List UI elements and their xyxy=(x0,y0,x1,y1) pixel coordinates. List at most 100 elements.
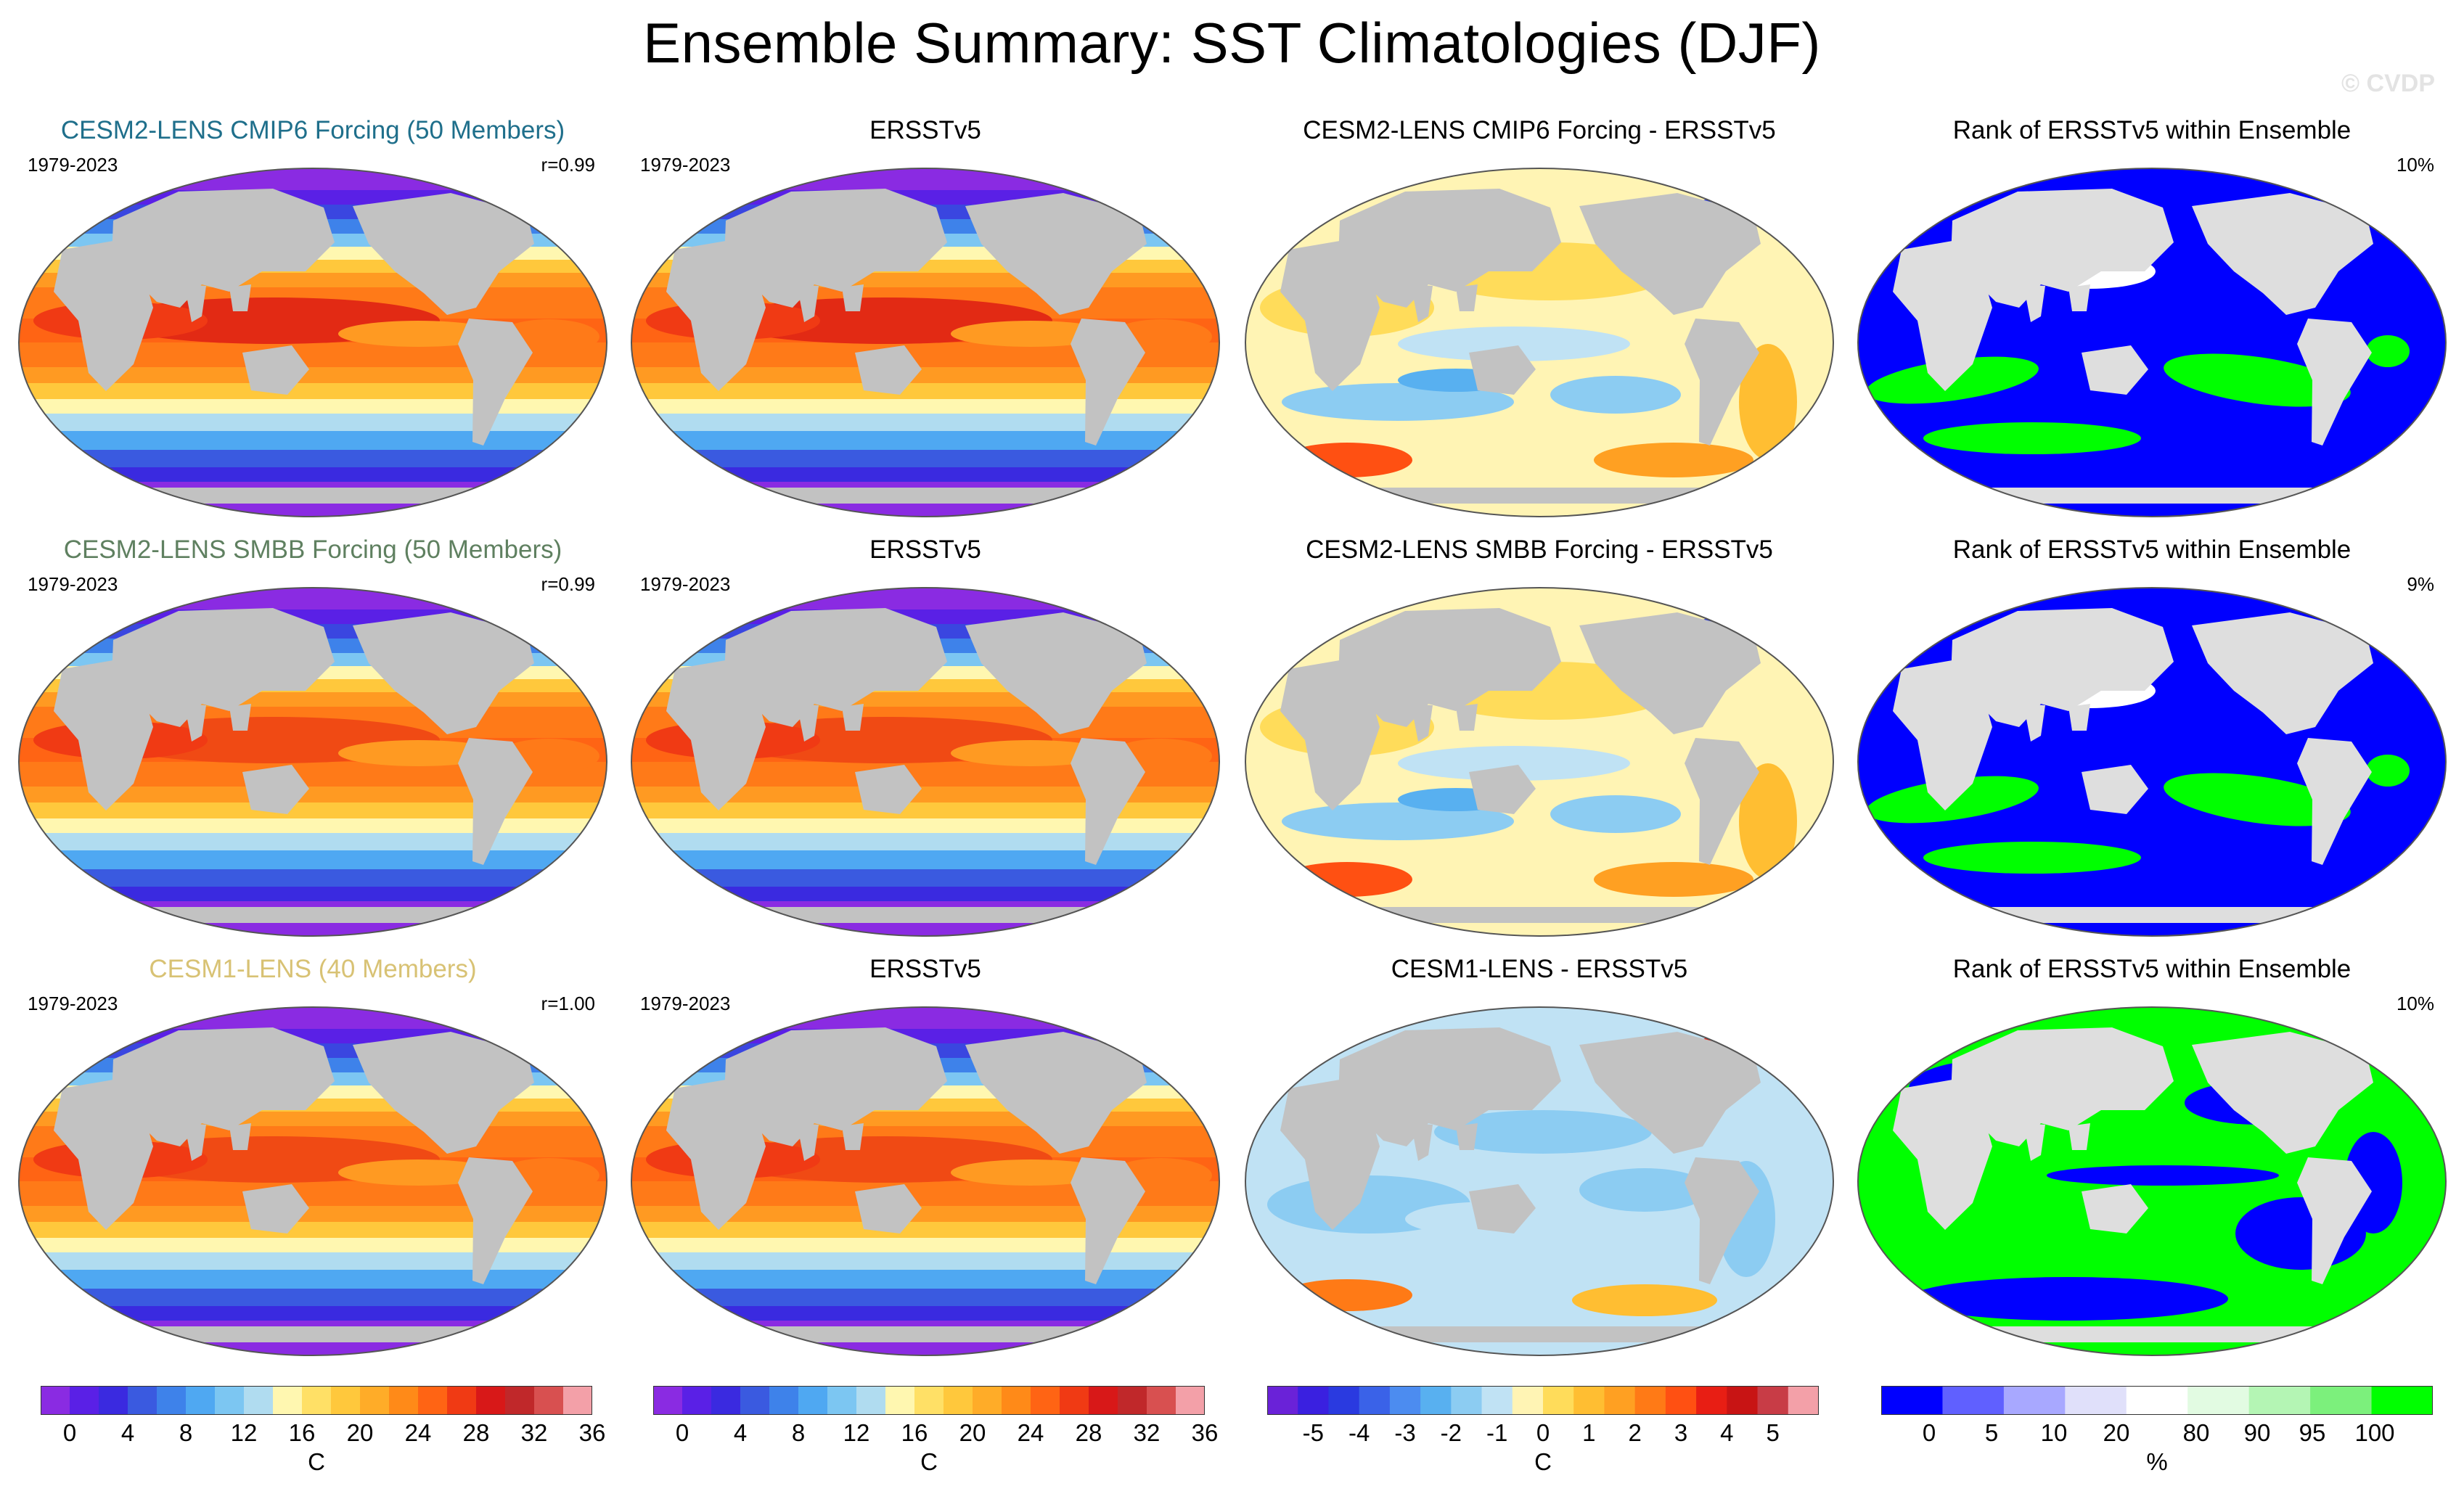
world-map xyxy=(631,1006,1220,1356)
colorbar-swatch xyxy=(2310,1386,2373,1415)
colorbar-swatch xyxy=(41,1386,70,1415)
colorbar-swatch xyxy=(2187,1386,2250,1415)
colorbar-swatch xyxy=(914,1386,944,1415)
colorbar-swatch xyxy=(1788,1386,1819,1415)
map-container xyxy=(624,582,1227,942)
panel-years: 1979-2023 xyxy=(640,993,731,1014)
colorbar-tick-label: -3 xyxy=(1394,1419,1416,1446)
colorbar-swatch xyxy=(1634,1386,1666,1415)
colorbar-tick-label: 20 xyxy=(959,1419,986,1446)
colorbar-ticks: 0 5 10 20 80 90 95 100 xyxy=(1881,1419,2433,1448)
colorbar-swatch xyxy=(128,1386,157,1415)
colorbar-swatch xyxy=(2003,1386,2066,1415)
colorbar-tick-label: 8 xyxy=(791,1419,806,1446)
colorbar-ticks: 0 4 8 12 16 20 24 28 32 36 xyxy=(41,1419,606,1448)
colorbar-4: 0 5 10 20 80 90 95 100% xyxy=(1881,1386,2433,1480)
colorbar-tick-label: 32 xyxy=(520,1419,548,1446)
colorbar-tick-label: 24 xyxy=(404,1419,432,1446)
map-container xyxy=(624,163,1227,522)
colorbar-swatch xyxy=(476,1386,506,1415)
colorbar-3: -5 -4 -3 -2 -1 0 1 2 3 4 5 C xyxy=(1267,1386,1819,1480)
panel-title: CESM2-LENS CMIP6 Forcing - ERSSTv5 xyxy=(1303,116,1776,144)
colorbar-swatch xyxy=(2371,1386,2433,1415)
colorbar-tick-label: 95 xyxy=(2299,1419,2326,1446)
model-panel-row-2: CESM2-LENS SMBB Forcing (50 Members) 1979… xyxy=(12,535,614,942)
map-container xyxy=(12,163,614,522)
map-container xyxy=(1851,1001,2453,1361)
colorbar-swatches xyxy=(653,1386,1205,1415)
colorbar-unit: C xyxy=(1534,1448,1552,1475)
colorbar-tick-label: 8 xyxy=(179,1419,193,1446)
diff-panel-row-2: CESM2-LENS SMBB Forcing - ERSSTv5 xyxy=(1238,535,1841,942)
colorbar-swatch xyxy=(99,1386,128,1415)
colorbar-swatch xyxy=(1089,1386,1118,1415)
world-map xyxy=(1857,587,2447,937)
colorbar-swatch xyxy=(186,1386,216,1415)
copyright-watermark: © CVDP xyxy=(2341,70,2435,97)
rank-panel-row-1: Rank of ERSSTv5 within Ensemble 10% xyxy=(1851,116,2453,522)
colorbar-tick-label: 12 xyxy=(230,1419,258,1446)
colorbar-swatch xyxy=(157,1386,187,1415)
colorbar-swatch xyxy=(682,1386,712,1415)
panel-stat: r=0.99 xyxy=(541,154,595,176)
colorbar-tick-label: 5 xyxy=(1984,1419,1999,1446)
panel-title: CESM2-LENS SMBB Forcing - ERSSTv5 xyxy=(1306,535,1773,564)
world-map xyxy=(631,168,1220,517)
colorbar-tick-label: 12 xyxy=(843,1419,870,1446)
map-container xyxy=(1238,582,1841,942)
panel-years: 1979-2023 xyxy=(640,154,731,176)
colorbar-swatch xyxy=(2126,1386,2188,1415)
colorbar-swatch xyxy=(1118,1386,1147,1415)
panel-title: ERSSTv5 xyxy=(869,535,981,564)
colorbar-tick-label: 0 xyxy=(675,1419,689,1446)
world-map xyxy=(1245,587,1834,937)
colorbar-swatch xyxy=(973,1386,1002,1415)
world-map xyxy=(631,587,1220,937)
colorbar-tick-label: 24 xyxy=(1017,1419,1044,1446)
map-container xyxy=(12,582,614,942)
rank-panel-row-3: Rank of ERSSTv5 within Ensemble 10% xyxy=(1851,955,2453,1361)
world-map xyxy=(1857,168,2447,517)
colorbar-swatch xyxy=(418,1386,448,1415)
colorbar-tick-label: 4 xyxy=(1720,1419,1734,1446)
colorbar-swatch xyxy=(1031,1386,1060,1415)
colorbar-tick-label: 20 xyxy=(2103,1419,2130,1446)
colorbar-swatch xyxy=(1512,1386,1544,1415)
colorbar-tick-label: -1 xyxy=(1486,1419,1508,1446)
colorbar-1: 0 4 8 12 16 20 24 28 32 36 C xyxy=(41,1386,606,1480)
panel-years: 1979-2023 xyxy=(640,573,731,595)
panel-title: Rank of ERSSTv5 within Ensemble xyxy=(1952,535,2352,564)
colorbar-2: 0 4 8 12 16 20 24 28 32 36 C xyxy=(653,1386,1218,1480)
colorbar-ticks: -5 -4 -3 -2 -1 0 1 2 3 4 5 xyxy=(1267,1419,1819,1448)
panel-title: CESM2-LENS SMBB Forcing (50 Members) xyxy=(63,535,562,564)
panel-title: ERSSTv5 xyxy=(869,955,981,983)
colorbar-swatch xyxy=(856,1386,886,1415)
colorbar-swatch xyxy=(273,1386,303,1415)
colorbar-unit: C xyxy=(308,1448,325,1475)
colorbar-swatch xyxy=(244,1386,274,1415)
colorbar-tick-label: 0 xyxy=(62,1419,77,1446)
map-container xyxy=(1238,1001,1841,1361)
colorbar-swatch xyxy=(740,1386,770,1415)
colorbar-tick-label: 2 xyxy=(1628,1419,1642,1446)
colorbar-tick-label: 3 xyxy=(1674,1419,1688,1446)
map-container xyxy=(1851,163,2453,522)
colorbar-swatch xyxy=(1604,1386,1636,1415)
colorbar-tick-label: 36 xyxy=(1191,1419,1219,1446)
colorbar-swatch xyxy=(1696,1386,1727,1415)
panel-stat: 10% xyxy=(2396,154,2434,176)
colorbar-swatch xyxy=(798,1386,828,1415)
colorbar-swatches xyxy=(1267,1386,1819,1415)
colorbar-swatch xyxy=(1665,1386,1697,1415)
panel-stat: 9% xyxy=(2407,573,2434,595)
colorbar-tick-label: 1 xyxy=(1582,1419,1596,1446)
panel-title: ERSSTv5 xyxy=(869,116,981,144)
colorbar-swatch xyxy=(2248,1386,2311,1415)
colorbar-tick-label: 4 xyxy=(733,1419,748,1446)
colorbar-tick-label: 0 xyxy=(1536,1419,1550,1446)
colorbar-swatch xyxy=(1451,1386,1483,1415)
colorbar-tick-label: 100 xyxy=(2354,1419,2395,1446)
colorbar-swatch xyxy=(1298,1386,1329,1415)
colorbar-swatch xyxy=(1328,1386,1360,1415)
colorbar-tick-label: 0 xyxy=(1922,1419,1936,1446)
